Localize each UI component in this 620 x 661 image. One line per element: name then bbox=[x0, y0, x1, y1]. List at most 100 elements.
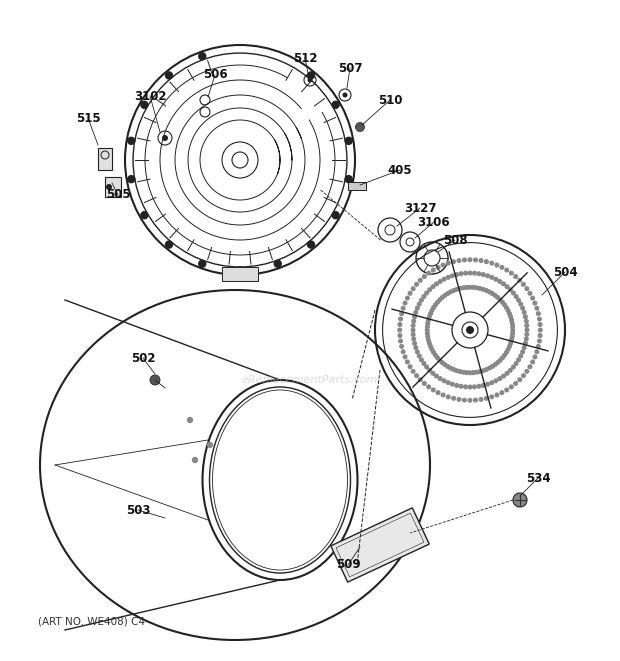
Circle shape bbox=[418, 278, 422, 282]
Circle shape bbox=[508, 288, 512, 292]
Circle shape bbox=[496, 361, 500, 364]
Circle shape bbox=[518, 378, 521, 381]
Circle shape bbox=[477, 385, 481, 388]
Circle shape bbox=[468, 399, 472, 402]
Circle shape bbox=[405, 296, 409, 300]
Circle shape bbox=[422, 362, 426, 366]
Circle shape bbox=[536, 312, 540, 315]
Circle shape bbox=[510, 385, 513, 389]
Circle shape bbox=[472, 286, 475, 289]
Circle shape bbox=[427, 271, 430, 275]
Text: (ART NO. WE408) C4: (ART NO. WE408) C4 bbox=[38, 617, 145, 627]
Circle shape bbox=[199, 53, 206, 59]
Circle shape bbox=[518, 278, 521, 282]
Circle shape bbox=[441, 263, 445, 267]
Circle shape bbox=[398, 323, 402, 327]
Circle shape bbox=[432, 268, 435, 272]
Circle shape bbox=[514, 381, 518, 385]
Circle shape bbox=[162, 135, 168, 141]
Circle shape bbox=[525, 324, 529, 327]
Circle shape bbox=[308, 72, 314, 79]
Circle shape bbox=[399, 339, 402, 343]
Circle shape bbox=[503, 303, 507, 307]
Circle shape bbox=[472, 272, 476, 275]
Circle shape bbox=[400, 312, 404, 315]
Circle shape bbox=[423, 381, 426, 385]
Bar bbox=[98, 148, 112, 170]
Circle shape bbox=[436, 266, 440, 269]
Circle shape bbox=[538, 334, 542, 337]
Circle shape bbox=[166, 241, 172, 248]
Circle shape bbox=[452, 397, 455, 400]
Circle shape bbox=[187, 418, 192, 422]
Circle shape bbox=[538, 323, 542, 327]
Circle shape bbox=[414, 311, 418, 314]
Circle shape bbox=[403, 301, 407, 305]
Circle shape bbox=[425, 366, 428, 369]
Circle shape bbox=[345, 137, 352, 144]
Circle shape bbox=[535, 307, 539, 310]
Circle shape bbox=[512, 366, 515, 369]
Circle shape bbox=[508, 368, 512, 372]
Circle shape bbox=[446, 292, 450, 295]
Circle shape bbox=[481, 288, 485, 291]
Circle shape bbox=[428, 288, 432, 292]
Circle shape bbox=[446, 365, 450, 368]
Circle shape bbox=[468, 286, 472, 289]
Circle shape bbox=[411, 329, 415, 332]
Circle shape bbox=[458, 287, 462, 290]
Circle shape bbox=[517, 358, 520, 362]
Circle shape bbox=[474, 258, 477, 262]
Text: 534: 534 bbox=[526, 471, 551, 485]
Circle shape bbox=[428, 344, 432, 348]
Circle shape bbox=[505, 388, 508, 392]
Circle shape bbox=[513, 493, 527, 507]
Circle shape bbox=[481, 369, 485, 372]
Circle shape bbox=[415, 307, 419, 310]
Circle shape bbox=[535, 350, 539, 354]
Text: 3127: 3127 bbox=[404, 202, 436, 215]
Circle shape bbox=[442, 379, 446, 383]
Circle shape bbox=[435, 282, 438, 286]
Circle shape bbox=[477, 272, 481, 276]
Circle shape bbox=[438, 298, 441, 301]
Circle shape bbox=[150, 375, 160, 385]
Circle shape bbox=[525, 329, 529, 332]
Circle shape bbox=[432, 306, 435, 309]
Text: 508: 508 bbox=[443, 233, 467, 247]
Circle shape bbox=[461, 370, 465, 374]
Circle shape bbox=[427, 338, 430, 342]
Circle shape bbox=[498, 358, 502, 362]
Circle shape bbox=[417, 354, 421, 358]
Circle shape bbox=[398, 334, 402, 337]
Circle shape bbox=[449, 366, 453, 370]
Circle shape bbox=[461, 286, 465, 290]
Circle shape bbox=[446, 261, 450, 265]
Circle shape bbox=[403, 355, 407, 359]
Circle shape bbox=[498, 298, 502, 301]
Circle shape bbox=[308, 241, 314, 248]
Circle shape bbox=[435, 374, 438, 378]
Circle shape bbox=[433, 303, 437, 307]
Circle shape bbox=[510, 335, 514, 338]
Circle shape bbox=[521, 374, 525, 377]
Circle shape bbox=[465, 371, 469, 374]
Circle shape bbox=[236, 267, 244, 274]
Circle shape bbox=[412, 332, 415, 336]
Circle shape bbox=[494, 293, 497, 297]
Circle shape bbox=[408, 365, 412, 369]
Circle shape bbox=[509, 342, 513, 345]
Circle shape bbox=[443, 293, 446, 297]
Circle shape bbox=[451, 383, 454, 386]
Circle shape bbox=[412, 337, 415, 340]
Text: 3106: 3106 bbox=[418, 215, 450, 229]
Circle shape bbox=[495, 263, 498, 267]
Circle shape bbox=[482, 273, 485, 276]
Circle shape bbox=[411, 287, 415, 290]
Circle shape bbox=[411, 369, 415, 373]
Circle shape bbox=[428, 315, 431, 319]
Circle shape bbox=[452, 368, 456, 371]
Circle shape bbox=[490, 261, 494, 265]
Circle shape bbox=[468, 258, 472, 262]
Circle shape bbox=[507, 348, 510, 351]
